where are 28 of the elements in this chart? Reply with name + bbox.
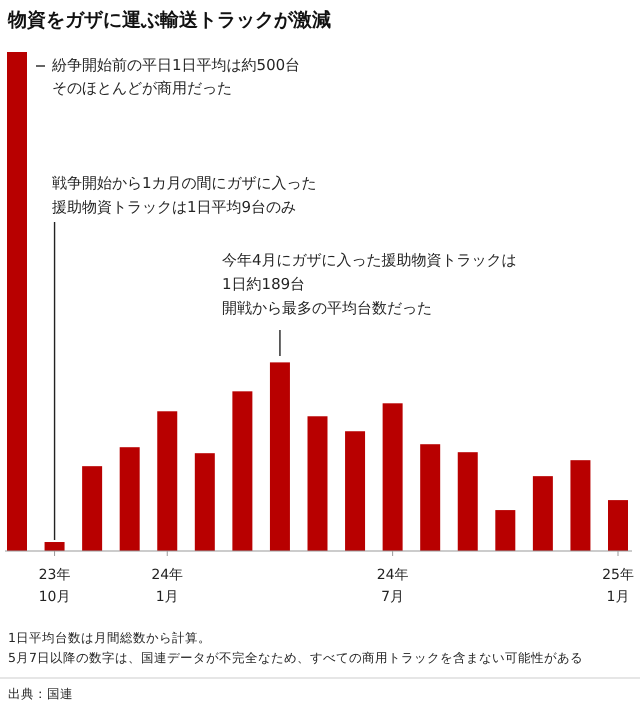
bar [420,444,440,551]
bar [82,466,102,551]
source-note: 出典：国連 [8,686,73,701]
chart-title: 物資をガザに運ぶ輸送トラックが激減 [7,9,331,31]
bar [532,476,553,551]
x-tick-label: 23年 10月 [38,567,70,605]
x-tick-label: 25年 1月 [602,567,634,605]
bar [345,431,366,551]
text: 5月7日以降の数字は、国連データが不完全なため、すべての商用トラックを含まない可能性がある [8,650,583,665]
annotation: 戦争開始から1カ月の間にガザに入った援助物資トラックは1日平均9台のみ [52,174,317,216]
bar [120,447,140,551]
bar [495,510,516,551]
bar [308,416,328,551]
x-tick-label: 24年 7月 [376,567,409,605]
bar [608,500,628,551]
bar [194,453,215,551]
bar [270,362,290,551]
bar [44,542,65,551]
bar [382,403,403,551]
annotation: 今年4月にガザに入った援助物資トラックは1日約189台開戦から最多の平均台数だった [222,251,517,317]
x-tick-label: 24年 1月 [151,567,184,605]
bar [7,52,27,551]
annotation: 紛争開始前の平日1日平均は約500台そのほとんどが商用だった [51,56,300,97]
text: 1日平均台数は月間総数から計算。 [8,630,211,645]
bar [157,411,178,551]
bar [232,391,252,551]
bar [570,460,590,551]
bar [458,452,478,551]
